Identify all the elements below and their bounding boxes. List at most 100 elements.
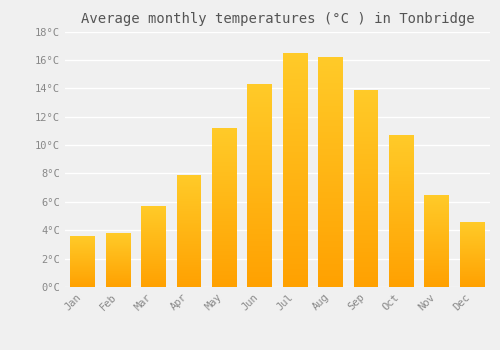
Bar xyxy=(318,221,343,224)
Bar xyxy=(212,223,237,225)
Bar xyxy=(318,195,343,198)
Bar xyxy=(176,277,202,279)
Bar xyxy=(248,267,272,269)
Bar xyxy=(106,273,130,274)
Bar xyxy=(141,260,166,261)
Bar xyxy=(354,92,378,94)
Bar xyxy=(141,280,166,281)
Bar xyxy=(283,223,308,225)
Bar xyxy=(141,250,166,251)
Bar xyxy=(354,146,378,149)
Bar xyxy=(212,196,237,197)
Bar xyxy=(424,202,450,203)
Bar xyxy=(283,199,308,202)
Bar xyxy=(70,240,95,241)
Bar xyxy=(318,209,343,212)
Bar xyxy=(424,248,450,249)
Bar xyxy=(212,263,237,265)
Bar xyxy=(248,274,272,277)
Bar xyxy=(424,205,450,206)
Bar xyxy=(318,66,343,69)
Bar xyxy=(424,281,450,282)
Bar xyxy=(212,197,237,199)
Bar xyxy=(212,267,237,269)
Bar xyxy=(248,252,272,254)
Bar xyxy=(318,163,343,166)
Bar xyxy=(318,218,343,221)
Bar xyxy=(354,225,378,228)
Bar xyxy=(141,206,166,207)
Bar xyxy=(389,154,414,156)
Bar xyxy=(248,224,272,226)
Bar xyxy=(424,253,450,255)
Bar xyxy=(389,211,414,213)
Bar xyxy=(389,135,414,137)
Bar xyxy=(283,193,308,196)
Bar xyxy=(212,134,237,136)
Bar xyxy=(389,275,414,278)
Bar xyxy=(460,240,484,241)
Bar xyxy=(318,201,343,204)
Bar xyxy=(141,275,166,276)
Bar xyxy=(389,230,414,232)
Bar xyxy=(212,164,237,166)
Bar xyxy=(248,135,272,137)
Bar xyxy=(176,258,202,259)
Bar xyxy=(212,251,237,253)
Bar xyxy=(389,259,414,260)
Bar xyxy=(283,70,308,73)
Bar xyxy=(248,191,272,193)
Bar xyxy=(460,277,484,278)
Bar xyxy=(424,236,450,237)
Bar xyxy=(106,265,130,266)
Bar xyxy=(318,100,343,103)
Bar xyxy=(176,209,202,210)
Bar xyxy=(176,281,202,283)
Bar xyxy=(424,250,450,251)
Bar xyxy=(248,178,272,181)
Bar xyxy=(460,268,484,269)
Bar xyxy=(176,241,202,242)
Bar xyxy=(248,249,272,252)
Bar xyxy=(389,257,414,259)
Bar xyxy=(106,268,130,269)
Bar xyxy=(176,286,202,287)
Bar xyxy=(106,280,130,281)
Bar xyxy=(176,182,202,183)
Bar xyxy=(176,256,202,258)
Bar xyxy=(212,146,237,148)
Bar xyxy=(70,264,95,265)
Bar xyxy=(354,233,378,235)
Bar xyxy=(106,260,130,261)
Bar xyxy=(460,235,484,236)
Bar xyxy=(248,137,272,140)
Bar xyxy=(283,249,308,252)
Bar xyxy=(212,208,237,210)
Bar xyxy=(424,204,450,205)
Bar xyxy=(176,203,202,204)
Bar xyxy=(389,270,414,272)
Bar xyxy=(318,120,343,123)
Bar xyxy=(248,145,272,147)
Bar xyxy=(248,279,272,282)
Bar xyxy=(424,225,450,226)
Bar xyxy=(176,216,202,217)
Bar xyxy=(318,247,343,250)
Bar xyxy=(141,239,166,240)
Bar xyxy=(389,253,414,255)
Bar xyxy=(141,244,166,245)
Bar xyxy=(176,248,202,249)
Bar xyxy=(70,273,95,274)
Bar xyxy=(106,264,130,265)
Bar xyxy=(248,231,272,234)
Bar xyxy=(212,219,237,222)
Bar xyxy=(460,263,484,264)
Bar xyxy=(354,216,378,218)
Bar xyxy=(248,125,272,127)
Bar xyxy=(248,244,272,246)
Bar xyxy=(212,255,237,257)
Bar xyxy=(106,270,130,271)
Bar xyxy=(460,261,484,262)
Bar xyxy=(141,219,166,220)
Bar xyxy=(283,208,308,211)
